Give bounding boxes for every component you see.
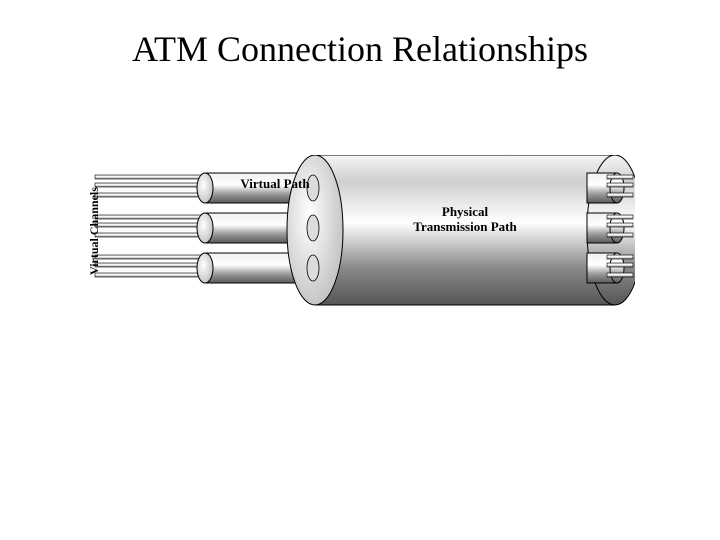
physical-path-label: PhysicalTransmission Path bbox=[385, 205, 545, 235]
virtual-channels-label: Virtual Channels bbox=[87, 187, 102, 275]
diagram-svg bbox=[85, 155, 635, 325]
atm-diagram: Virtual Channels Virtual Path PhysicalTr… bbox=[85, 155, 635, 325]
virtual-path-label: Virtual Path bbox=[225, 177, 325, 192]
page-title: ATM Connection Relationships bbox=[0, 28, 720, 70]
